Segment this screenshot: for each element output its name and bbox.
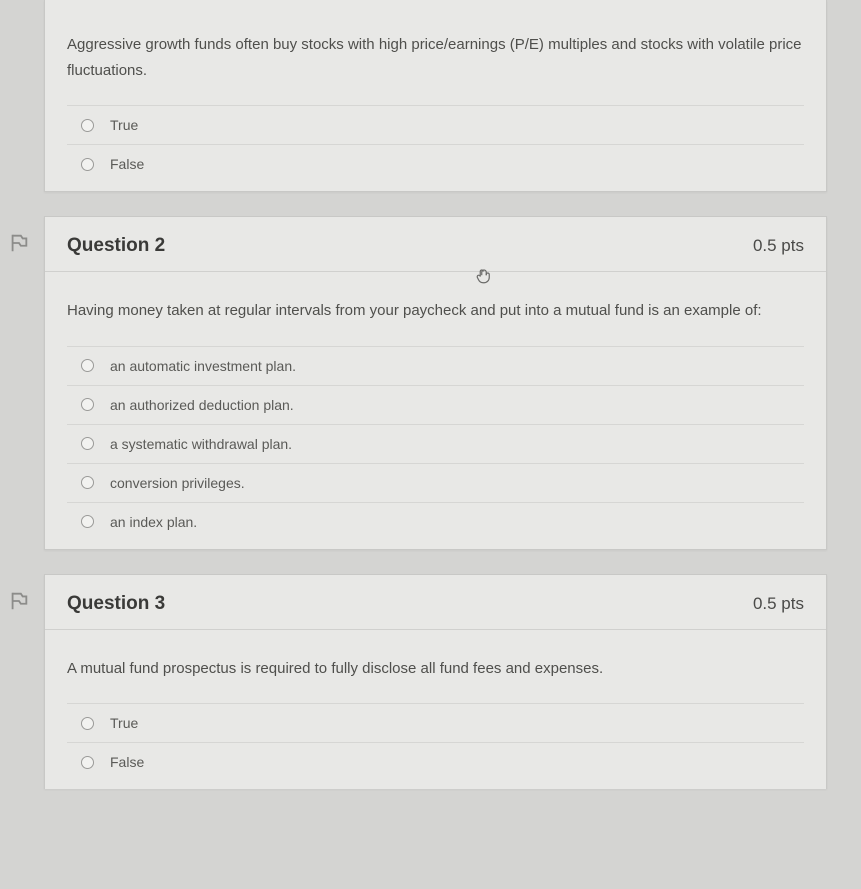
radio-icon[interactable] xyxy=(81,437,94,450)
question-title: Question 2 xyxy=(67,235,165,257)
radio-icon[interactable] xyxy=(81,359,94,372)
option-row[interactable]: conversion privileges. xyxy=(67,464,804,503)
options-list: True False xyxy=(67,105,804,183)
option-label: False xyxy=(110,754,144,770)
question-text: Having money taken at regular intervals … xyxy=(67,298,804,324)
option-label: an authorized deduction plan. xyxy=(110,397,294,413)
option-label: a systematic withdrawal plan. xyxy=(110,436,292,452)
option-label: an automatic investment plan. xyxy=(110,358,296,374)
question-text: Aggressive growth funds often buy stocks… xyxy=(67,32,804,83)
radio-icon[interactable] xyxy=(81,756,94,769)
question-points: 0.5 pts xyxy=(753,236,804,256)
option-label: False xyxy=(110,156,144,172)
question-header: Question 3 0.5 pts xyxy=(45,575,826,630)
radio-icon[interactable] xyxy=(81,476,94,489)
radio-icon[interactable] xyxy=(81,717,94,730)
option-row[interactable]: True xyxy=(67,106,804,145)
question-card: Question 2 0.5 pts Having money taken at r… xyxy=(44,216,827,550)
question-header: Question 2 0.5 pts xyxy=(45,217,826,272)
option-row[interactable]: an automatic investment plan. xyxy=(67,347,804,386)
question-points: 0.5 pts xyxy=(753,594,804,614)
question-body: Aggressive growth funds often buy stocks… xyxy=(45,6,826,191)
radio-icon[interactable] xyxy=(81,119,94,132)
options-list: an automatic investment plan. an authoriz… xyxy=(67,346,804,541)
option-row[interactable]: False xyxy=(67,145,804,183)
radio-icon[interactable] xyxy=(81,398,94,411)
question-body: Having money taken at regular intervals … xyxy=(45,272,826,549)
option-label: True xyxy=(110,117,138,133)
option-row[interactable]: an index plan. xyxy=(67,503,804,541)
option-label: an index plan. xyxy=(110,514,197,530)
option-row[interactable]: True xyxy=(67,704,804,743)
option-label: True xyxy=(110,715,138,731)
question-card: Aggressive growth funds often buy stocks… xyxy=(44,0,827,192)
radio-icon[interactable] xyxy=(81,515,94,528)
radio-icon[interactable] xyxy=(81,158,94,171)
option-row[interactable]: a systematic withdrawal plan. xyxy=(67,425,804,464)
flag-icon[interactable] xyxy=(8,590,30,612)
option-label: conversion privileges. xyxy=(110,475,245,491)
options-list: True False xyxy=(67,703,804,781)
question-title: Question 3 xyxy=(67,593,165,615)
question-text: A mutual fund prospectus is required to … xyxy=(67,656,804,682)
question-body: A mutual fund prospectus is required to … xyxy=(45,630,826,790)
question-card: Question 3 0.5 pts A mutual fund prospectu… xyxy=(44,574,827,790)
option-row[interactable]: an authorized deduction plan. xyxy=(67,386,804,425)
option-row[interactable]: False xyxy=(67,743,804,781)
flag-icon[interactable] xyxy=(8,232,30,254)
